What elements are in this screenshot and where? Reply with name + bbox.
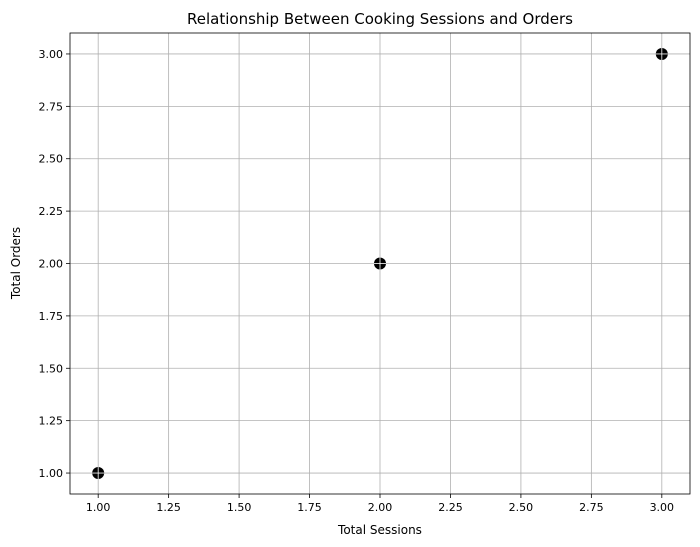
x-tick-label: 1.50: [227, 501, 252, 514]
data-points: [92, 47, 668, 480]
x-axis-ticks: 1.00 1.25 1.50 1.75 2.00 2.25 2.50 2.75 3.00: [86, 494, 674, 514]
y-tick-label: 1.25: [39, 415, 64, 428]
y-tick-label: 3.00: [39, 48, 64, 61]
y-tick-label: 2.25: [39, 205, 64, 218]
x-tick-label: 1.00: [86, 501, 111, 514]
y-tick-label: 2.50: [39, 153, 64, 166]
x-tick-label: 2.25: [438, 501, 463, 514]
x-tick-label: 2.50: [509, 501, 534, 514]
x-tick-label: 3.00: [650, 501, 675, 514]
y-tick-label: 1.75: [39, 310, 64, 323]
y-axis-label: Total Orders: [9, 227, 23, 300]
y-axis-ticks: 1.00 1.25 1.50 1.75 2.00 2.25 2.50 2.75 3.00: [39, 48, 70, 480]
chart-title: Relationship Between Cooking Sessions an…: [187, 10, 573, 28]
x-axis-label: Total Sessions: [337, 523, 422, 537]
y-tick-label: 2.75: [39, 100, 64, 113]
y-tick-label: 1.00: [39, 467, 64, 480]
x-tick-label: 2.75: [579, 501, 604, 514]
y-tick-label: 2.00: [39, 258, 64, 271]
y-tick-label: 1.50: [39, 362, 64, 375]
x-tick-label: 1.75: [297, 501, 322, 514]
x-tick-label: 1.25: [156, 501, 181, 514]
x-tick-label: 2.00: [368, 501, 393, 514]
